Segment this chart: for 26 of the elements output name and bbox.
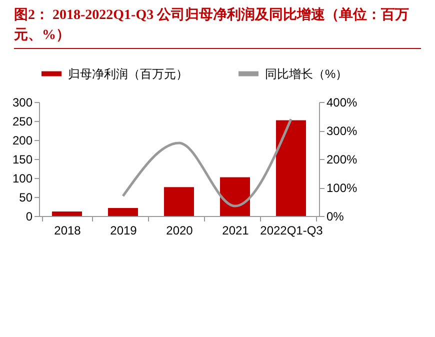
bar [276,120,306,216]
bar [220,177,250,216]
y-tick-label: 50 [19,190,33,204]
y-tick-label: 150 [12,152,33,166]
x-tick-label: 2022Q1-Q3 [260,224,324,238]
x-tick-label: 2020 [166,224,194,238]
chart-title: 图2： 2018-2022Q1-Q3 公司归母净利润及同比增速（单位：百万元、%） [14,6,421,49]
y-tick-label: 300 [12,96,33,110]
x-tick-label: 2021 [222,224,250,238]
legend-label: 同比增长（%） [265,66,348,81]
y-tick-label: 200 [12,134,33,148]
bar [164,187,194,216]
y-tick-label: 250 [12,114,33,128]
y2-tick-label: 100% [326,181,358,195]
bar [108,208,138,216]
x-tick-label: 2018 [54,224,82,238]
y-tick-label: 100 [12,172,33,186]
y2-tick-label: 200% [326,152,358,166]
y2-tick-label: 400% [326,96,358,110]
y2-tick-label: 0% [326,210,344,224]
line-series [122,118,292,208]
bar [52,211,82,216]
legend-label: 归母净利润（百万元） [68,66,188,81]
x-tick-label: 2019 [110,224,138,238]
y-tick-label: 0 [26,210,33,224]
y2-tick-label: 300% [326,124,358,138]
